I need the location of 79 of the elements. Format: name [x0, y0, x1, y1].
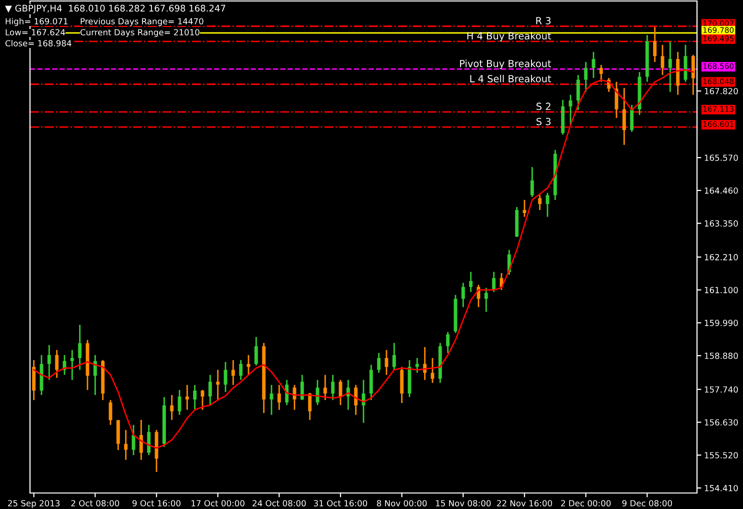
- annotation: Low= 167.624: [6, 29, 66, 36]
- y-tick-label: 159.990: [704, 320, 738, 326]
- candlestick: [47, 344, 51, 381]
- candlestick: [354, 384, 358, 416]
- candlestick: [377, 352, 381, 374]
- annotation: Pivot Buy Breakout: [460, 60, 552, 70]
- y-tick-label: 156.630: [704, 419, 738, 426]
- annotation: L 4 Sell Breakout: [470, 74, 552, 82]
- candlestick: [400, 366, 404, 404]
- candlestick: [392, 342, 396, 371]
- candlestick: [599, 64, 603, 83]
- candlestick: [469, 271, 473, 293]
- candlestick: [170, 394, 174, 421]
- y-tick-label: 167.820: [704, 88, 738, 94]
- candlestick: [185, 384, 189, 411]
- y-tick-label: 157.740: [704, 386, 738, 393]
- x-tick-label: 8 Nov 00:00: [376, 500, 427, 506]
- candlestick: [331, 374, 335, 401]
- x-tick-label: 25 Sep 2013: [8, 500, 60, 508]
- annotation: R 3: [536, 17, 551, 24]
- x-tick-label: 2 Dec 00:00: [561, 500, 611, 506]
- x-tick-label: 31 Oct 16:00: [314, 500, 368, 506]
- candlestick: [139, 419, 143, 461]
- candlestick: [323, 374, 327, 401]
- y-tick-label: 165.570: [704, 154, 738, 161]
- candlestick: [55, 349, 59, 379]
- candlestick: [32, 359, 36, 401]
- candlestick: [584, 61, 588, 93]
- candlestick: [668, 41, 672, 93]
- x-tick-label: 9 Oct 16:00: [132, 500, 180, 506]
- candlestick: [216, 369, 220, 401]
- candlestick: [484, 287, 488, 313]
- candlestick: [576, 74, 580, 111]
- chart-title: ▼ GBPJPY,H4 168.010 168.282 167.698 168.247: [5, 4, 226, 14]
- candlestick: [461, 282, 465, 308]
- candlestick: [78, 324, 82, 371]
- candlestick: [147, 424, 151, 456]
- annotation: S 3: [536, 118, 551, 126]
- candlestick: [369, 364, 373, 401]
- candlestick: [124, 429, 128, 461]
- y-tick-label: 161.100: [704, 286, 738, 294]
- y-tick-label: 158.880: [704, 352, 738, 359]
- annotation: Current Days Range= 21010: [80, 29, 200, 38]
- annotation: High= 169.071: [6, 18, 68, 26]
- x-tick-label: 2 Oct 08:00: [71, 500, 120, 506]
- y-tick-label: 155.520: [704, 452, 738, 458]
- candlestick: [653, 26, 657, 63]
- candlestick: [415, 357, 419, 374]
- candlestick: [193, 384, 197, 411]
- x-tick-label: 9 Dec 08:00: [622, 500, 672, 506]
- candlestick: [630, 104, 634, 133]
- candlestick: [231, 359, 235, 386]
- candlestick: [300, 374, 304, 401]
- candlestick: [308, 392, 312, 421]
- annotation: S 2: [536, 102, 550, 110]
- candlestick: [239, 359, 243, 381]
- candlestick: [538, 194, 542, 211]
- candlestick: [208, 374, 212, 406]
- candlestick: [530, 166, 534, 198]
- candlestick: [492, 271, 496, 293]
- candlestick: [70, 349, 74, 381]
- candlestick: [254, 336, 258, 366]
- y-tick-label: 154.410: [704, 484, 738, 492]
- candlestick: [622, 87, 626, 146]
- candlestick: [116, 419, 120, 451]
- x-tick-label: 22 Nov 16:00: [497, 500, 552, 506]
- annotation: H 4 Buy Breakout: [467, 32, 552, 42]
- x-tick-label: 15 Nov 08:00: [436, 500, 491, 506]
- annotation: Previous Days Range= 14470: [80, 18, 204, 26]
- candlestick: [93, 354, 97, 396]
- y-tick-label: 162.210: [704, 254, 738, 260]
- candlestick: [277, 384, 281, 411]
- x-tick-label: 17 Oct 00:00: [192, 500, 244, 506]
- annotation: Close= 168.984: [5, 40, 72, 46]
- candlestick: [446, 331, 450, 354]
- x-tick-label: 24 Oct 08:00: [252, 500, 306, 506]
- y-tick-label: 163.350: [704, 220, 738, 227]
- candlestick: [691, 54, 695, 96]
- y-tick-label: 164.460: [704, 187, 738, 194]
